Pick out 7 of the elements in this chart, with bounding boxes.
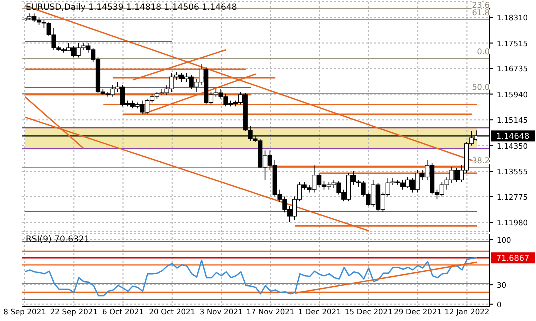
annotation: 0.0 (477, 48, 490, 57)
annotation: 38.2 (472, 156, 490, 166)
annotation: 23.6 (472, 1, 490, 10)
annotation: 50.0 (472, 83, 490, 92)
ref-line-label: 71.6867 (496, 254, 530, 264)
annotation: 61.8 (472, 8, 490, 18)
ref-line-label: 1.14648 (496, 132, 530, 142)
